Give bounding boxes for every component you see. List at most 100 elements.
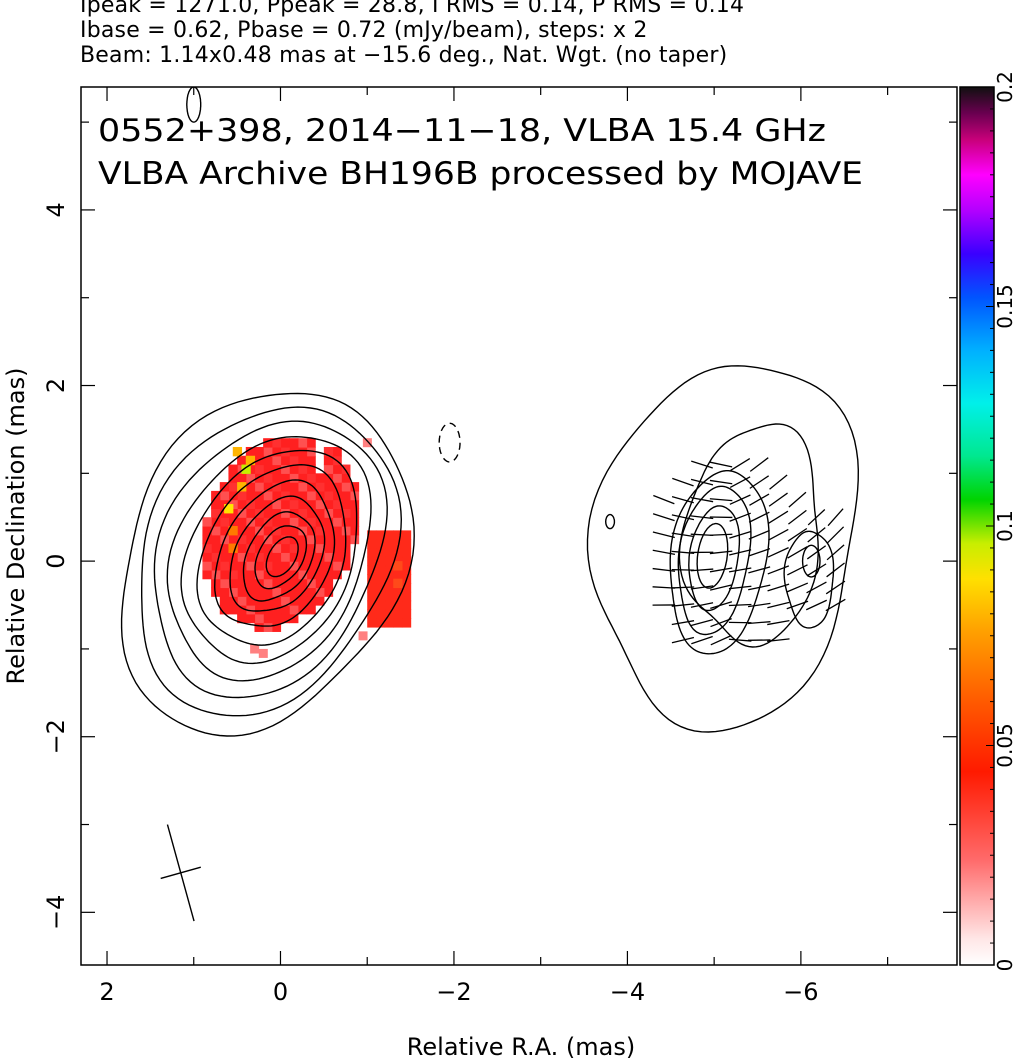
pol-pixel xyxy=(289,499,299,510)
colorbar-tick-label: 0.15 xyxy=(993,284,1017,329)
pol-pixel xyxy=(393,561,403,571)
pol-pixel xyxy=(341,490,351,501)
colorbar-tick-label: 0.2 xyxy=(993,71,1017,103)
pol-pixel xyxy=(401,609,412,619)
pol-pixel xyxy=(323,569,334,580)
evpa-vector xyxy=(768,510,789,524)
header-line-3: Beam: 1.14x0.48 mas at −15.6 deg., Nat. … xyxy=(80,43,728,68)
pol-pixel xyxy=(384,600,394,611)
pol-pixel xyxy=(237,578,247,589)
pol-pixel xyxy=(211,490,221,501)
contour-line xyxy=(213,479,336,627)
pol-pixel xyxy=(245,578,256,589)
x-tick-label: −4 xyxy=(610,978,645,1006)
contour-line xyxy=(265,536,299,578)
pol-pixel xyxy=(245,499,256,510)
pol-pixel xyxy=(237,526,247,536)
pol-pixel xyxy=(228,569,238,580)
pol-pixel xyxy=(245,446,256,457)
pol-pixel xyxy=(375,547,386,558)
evpa-vector xyxy=(729,512,751,522)
pol-pixel xyxy=(297,526,308,536)
evpa-vector xyxy=(767,583,790,592)
pol-pixel xyxy=(297,569,308,580)
pol-pixel xyxy=(289,438,299,448)
pol-pixel xyxy=(332,543,342,553)
pol-pixel xyxy=(358,631,368,641)
evpa-vector xyxy=(788,509,807,525)
pol-pixel xyxy=(384,591,394,602)
pol-pixel xyxy=(263,543,273,553)
pol-pixel xyxy=(289,561,299,571)
evpa-vector xyxy=(690,533,714,537)
evpa-vector xyxy=(787,527,808,542)
pol-pixel xyxy=(245,508,256,518)
beam-minor-axis xyxy=(160,866,201,880)
evpa-vector xyxy=(671,620,695,626)
pol-pixel xyxy=(211,534,221,545)
pol-pixel xyxy=(263,499,273,510)
pol-pixel xyxy=(280,490,290,501)
pol-pixel xyxy=(332,552,342,562)
pol-pixel xyxy=(271,561,282,571)
pol-pixel xyxy=(349,482,360,492)
pol-pixel xyxy=(228,534,238,545)
y-tick-label: −2 xyxy=(42,719,70,754)
evpa-vector xyxy=(768,528,789,541)
pol-pixel xyxy=(228,605,238,615)
pol-pixel xyxy=(332,569,342,580)
evpa-vector xyxy=(690,585,714,590)
pol-pixel xyxy=(297,446,308,457)
contour-line xyxy=(141,406,403,717)
pol-pixel xyxy=(237,508,247,518)
pol-pixel xyxy=(237,517,247,527)
chart-subtitle: VLBA Archive BH196B processed by MOJAVE xyxy=(98,156,863,192)
evpa-vector xyxy=(827,508,844,527)
evpa-vector xyxy=(728,585,752,590)
evpa-vector xyxy=(826,544,845,561)
pol-pixel xyxy=(375,583,386,593)
pol-pixel xyxy=(375,618,386,628)
pol-pixel xyxy=(401,600,412,611)
pol-pixel xyxy=(211,526,221,536)
pol-pixel xyxy=(254,605,264,615)
pol-pixel xyxy=(263,482,273,492)
evpa-vector xyxy=(786,600,809,610)
pol-pixel xyxy=(341,561,351,571)
pol-pixel xyxy=(237,482,247,492)
pol-pixel xyxy=(306,526,316,536)
contour-line xyxy=(120,392,415,737)
pol-pixel xyxy=(315,561,325,571)
pol-pixel xyxy=(271,508,282,518)
evpa-vector xyxy=(805,599,828,611)
pol-pixel xyxy=(384,574,394,584)
evpa-vector xyxy=(807,527,826,543)
evpa-vector xyxy=(748,548,771,557)
pol-pixel xyxy=(323,473,334,483)
evpa-vector xyxy=(730,458,751,472)
evpa-vector xyxy=(671,495,694,504)
pol-pixel xyxy=(323,578,334,589)
pol-pixel xyxy=(271,552,282,562)
pol-pixel xyxy=(219,543,230,553)
pol-pixel xyxy=(271,526,282,536)
contour-line xyxy=(669,470,770,655)
pol-pixel xyxy=(367,556,377,567)
pol-pixel xyxy=(280,464,290,474)
pol-pixel xyxy=(393,618,403,628)
pol-pixel xyxy=(332,499,342,510)
pol-pixel xyxy=(289,587,299,597)
pol-pixel xyxy=(237,561,247,571)
evpa-vector xyxy=(652,586,676,589)
evpa-vector xyxy=(787,564,808,576)
pol-pixel xyxy=(211,508,221,518)
contour-line xyxy=(696,522,729,589)
pol-pixel xyxy=(271,534,282,545)
pol-pixel xyxy=(280,605,290,615)
pol-pixel xyxy=(384,583,394,593)
contour-line xyxy=(166,435,372,682)
pol-pixel xyxy=(323,499,334,510)
pol-pixel xyxy=(297,473,308,483)
pol-pixel xyxy=(258,648,268,658)
